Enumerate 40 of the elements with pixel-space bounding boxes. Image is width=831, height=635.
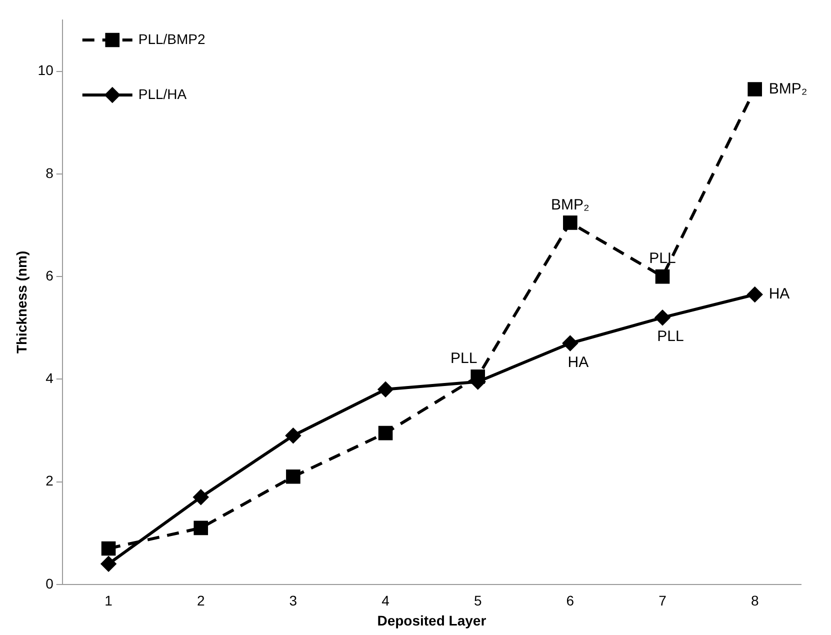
point [747, 287, 762, 302]
point [470, 369, 486, 384]
legend-label: PLL/HA [138, 86, 188, 102]
point [563, 216, 578, 230]
x-tick-label: 5 [474, 592, 482, 609]
y-tick-label: 0 [46, 575, 54, 592]
annotation: HA [568, 354, 589, 371]
x-axis-title: Deposited Layer [377, 612, 487, 628]
y-tick-label: 4 [46, 370, 54, 386]
point [748, 82, 762, 96]
point [378, 382, 394, 397]
annotation: PLL [649, 250, 676, 268]
point [194, 520, 208, 536]
x-tick-label: 8 [750, 592, 759, 609]
annotation: BMP₂ [551, 196, 590, 214]
x-tick-label: 3 [289, 592, 298, 609]
y-tick-label: 10 [38, 62, 54, 78]
legend-label: PLL/BMP2 [138, 30, 206, 47]
x-tick-label: 7 [658, 592, 667, 609]
y-axis-title: Thickness (nm) [13, 250, 30, 354]
point [286, 469, 300, 484]
annotation: PLL [657, 328, 684, 346]
point [378, 426, 393, 440]
point [101, 556, 116, 572]
x-tick-label: 1 [104, 592, 113, 609]
annotation: HA [768, 286, 790, 303]
point [193, 490, 208, 505]
x-tick-label: 4 [382, 592, 390, 609]
point [655, 269, 670, 284]
annotation: BMP₂ [768, 80, 808, 98]
point [101, 541, 116, 556]
x-tick-label: 2 [196, 592, 205, 609]
annotation: PLL [450, 350, 478, 368]
y-tick-label: 2 [46, 472, 54, 489]
x-tick-label: 6 [566, 592, 574, 609]
y-tick-label: 6 [46, 267, 54, 284]
y-tick-label: 8 [46, 164, 54, 181]
point [286, 428, 301, 444]
point [655, 310, 670, 326]
point [562, 336, 578, 351]
